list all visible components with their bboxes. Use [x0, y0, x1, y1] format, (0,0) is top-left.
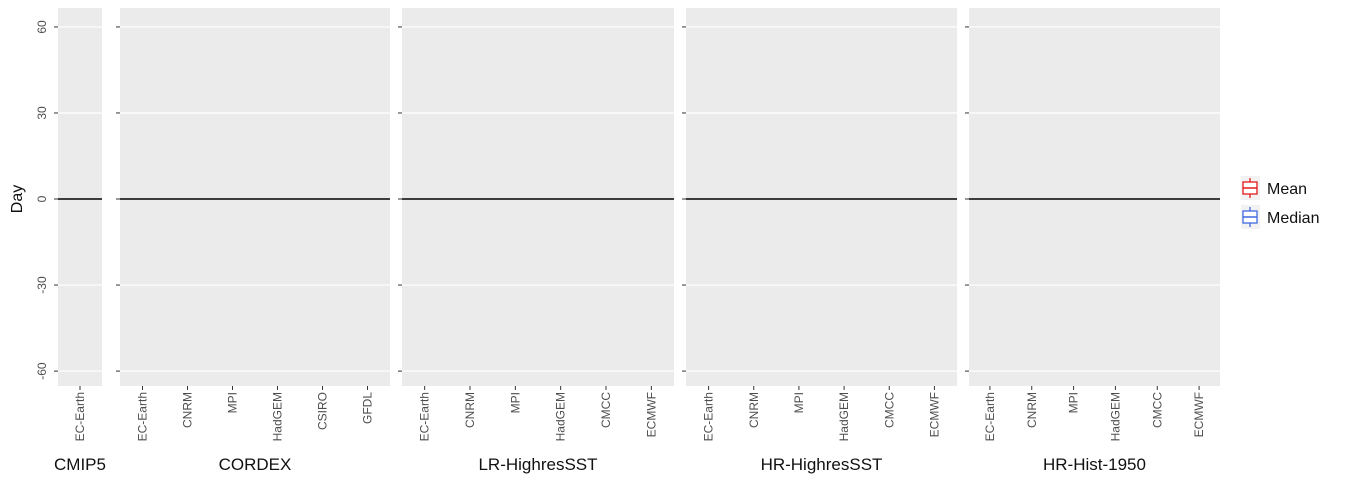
x-tick-label: CMCC	[599, 392, 613, 428]
x-tick-label: CNRM	[1025, 392, 1039, 428]
x-tick-label: HadGEM	[554, 392, 568, 441]
x-tick-label: MPI	[226, 392, 240, 413]
x-tick-label: CNRM	[463, 392, 477, 428]
y-tick-label: 30	[35, 106, 49, 120]
x-tick-label: EC-Earth	[983, 392, 997, 441]
x-tick-label: MPI	[1067, 392, 1081, 413]
x-tick-label: MPI	[792, 392, 806, 413]
x-tick-label: EC-Earth	[136, 392, 150, 441]
x-tick-label: CNRM	[747, 392, 761, 428]
x-tick-label: CNRM	[181, 392, 195, 428]
x-tick-label: CMCC	[882, 392, 896, 428]
x-tick-label: HadGEM	[271, 392, 285, 441]
x-tick-label: HadGEM	[837, 392, 851, 441]
facet-label: CORDEX	[219, 455, 292, 474]
x-tick-label: EC-Earth	[418, 392, 432, 441]
y-tick-label: -30	[35, 276, 49, 294]
panel-background	[58, 8, 102, 386]
facet-label: CMIP5	[54, 455, 106, 474]
y-tick-label: 60	[35, 20, 49, 34]
facet-label: HR-HighresSST	[761, 455, 883, 474]
panel-background	[120, 8, 390, 386]
x-tick-label: MPI	[508, 392, 522, 413]
x-tick-label: EC-Earth	[73, 392, 87, 441]
x-tick-label: EC-Earth	[702, 392, 716, 441]
x-tick-label: ECMWF	[644, 392, 658, 437]
panel-background	[686, 8, 957, 386]
facet-label: LR-HighresSST	[478, 455, 597, 474]
x-tick-label: GFDL	[361, 392, 375, 424]
x-tick-label: ECMWF	[927, 392, 941, 437]
x-tick-label: ECMWF	[1192, 392, 1206, 437]
legend-label: Median	[1267, 210, 1319, 227]
y-tick-label: -60	[35, 362, 49, 380]
panel-background	[969, 8, 1220, 386]
y-axis-label: Day	[9, 185, 26, 213]
panel-background	[402, 8, 674, 386]
x-tick-label: CSIRO	[316, 392, 330, 430]
x-tick-label: HadGEM	[1108, 392, 1122, 441]
y-tick-label: 0	[35, 195, 49, 202]
x-tick-label: CMCC	[1150, 392, 1164, 428]
facet-label: HR-Hist-1950	[1043, 455, 1146, 474]
legend-label: Mean	[1267, 181, 1307, 198]
